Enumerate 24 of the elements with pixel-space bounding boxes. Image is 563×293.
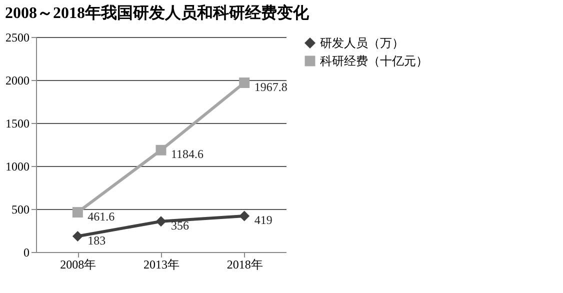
data-label: 356 [171,218,189,232]
data-label: 419 [254,212,272,227]
y-tick-label: 500 [12,202,30,216]
data-label: 183 [88,233,106,248]
point [239,78,250,88]
y-tick-label: 2500 [6,30,30,44]
point [72,207,83,218]
x-tick-label: 2018年 [226,258,263,272]
legend-label: 研发人员（万） [320,36,404,50]
data-label: 1184.6 [171,147,204,162]
data-label: 1967.8 [254,80,288,94]
data-label: 461.6 [88,209,115,224]
point [156,216,166,227]
y-tick-label: 0 [24,246,30,260]
y-tick-label: 2000 [6,74,30,88]
legend-label: 科研经费（十亿元） [320,54,428,68]
point [156,144,166,156]
x-tick-label: 2013年 [144,258,180,272]
x-tick-label: 2008年 [60,258,96,272]
point [72,231,83,242]
chart-title: 2008～2018年我国研发人员和科研经费变化 [5,4,310,22]
y-tick-label: 1000 [6,160,30,174]
y-tick-label: 1500 [6,116,30,130]
point [239,210,250,222]
